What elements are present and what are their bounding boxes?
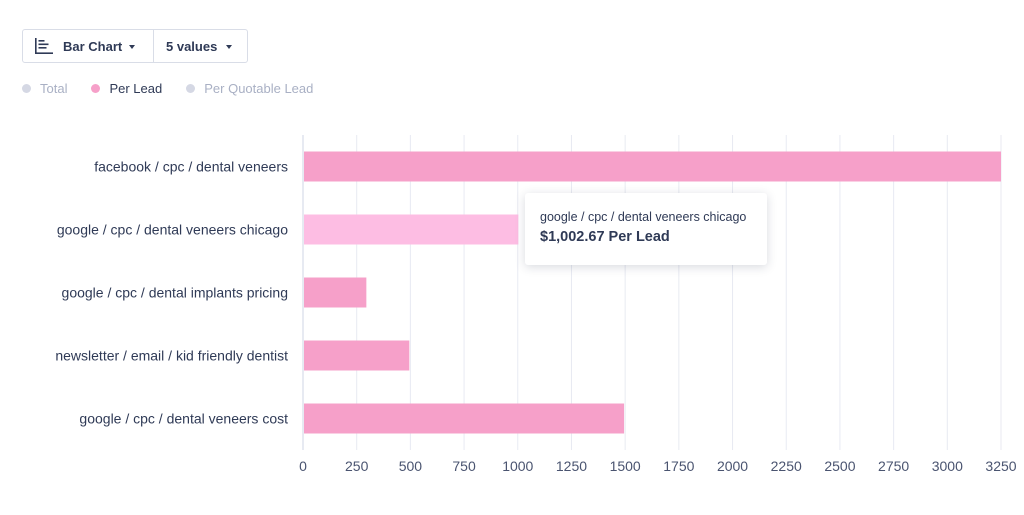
legend-dot-icon — [186, 84, 196, 93]
category-label: facebook / cpc / dental veneers — [94, 159, 288, 175]
x-tick-label: 1000 — [502, 458, 533, 474]
x-tick-label: 2000 — [717, 458, 748, 474]
x-tick-label: 0 — [299, 458, 307, 474]
chart-legend: Total Per Lead Per Quotable Lead — [22, 81, 337, 96]
x-tick-label: 3250 — [985, 458, 1016, 474]
category-label: newsletter / email / kid friendly dentis… — [55, 348, 288, 364]
chart-tooltip: google / cpc / dental veneers chicago $1… — [525, 193, 767, 265]
x-tick-label: 2750 — [878, 458, 909, 474]
x-tick-label: 2500 — [824, 458, 855, 474]
x-tick-label: 1750 — [663, 458, 694, 474]
x-tick-label: 750 — [452, 458, 476, 474]
chevron-down-icon — [226, 45, 233, 49]
values-count-dropdown[interactable]: 5 values — [153, 30, 247, 62]
bar[interactable] — [304, 151, 1001, 182]
legend-label: Per Lead — [109, 81, 163, 96]
chart-type-dropdown[interactable]: Bar Chart — [23, 30, 153, 62]
legend-item-per-quotable-lead[interactable]: Per Quotable Lead — [186, 81, 313, 96]
category-label: google / cpc / dental veneers cost — [79, 411, 288, 427]
category-label: google / cpc / dental veneers chicago — [57, 222, 288, 238]
x-tick-label: 1500 — [610, 458, 641, 474]
x-tick-label: 250 — [345, 458, 369, 474]
category-label: google / cpc / dental implants pricing — [62, 285, 288, 301]
bar[interactable] — [304, 340, 410, 371]
legend-dot-icon — [91, 84, 101, 93]
chart-toolbar: Bar Chart 5 values — [22, 29, 248, 63]
legend-label: Total — [40, 81, 68, 96]
chevron-down-icon — [129, 45, 136, 49]
chart-type-label: Bar Chart — [63, 38, 123, 54]
legend-item-total[interactable]: Total — [22, 81, 67, 96]
tooltip-value: $1,002.67 Per Lead — [540, 229, 670, 245]
bar[interactable] — [304, 277, 367, 308]
x-tick-label: 3000 — [932, 458, 963, 474]
x-tick-label: 1250 — [556, 458, 587, 474]
bar[interactable] — [304, 214, 519, 245]
tooltip-title: google / cpc / dental veneers chicago — [540, 210, 747, 224]
bar[interactable] — [304, 403, 625, 434]
x-tick-label: 2250 — [771, 458, 802, 474]
legend-label: Per Quotable Lead — [204, 81, 314, 96]
legend-dot-icon — [22, 84, 31, 93]
bar-chart-icon — [35, 38, 53, 54]
values-count-label: 5 values — [166, 38, 218, 54]
legend-item-per-lead[interactable]: Per Lead — [91, 81, 162, 96]
x-tick-label: 500 — [399, 458, 423, 474]
